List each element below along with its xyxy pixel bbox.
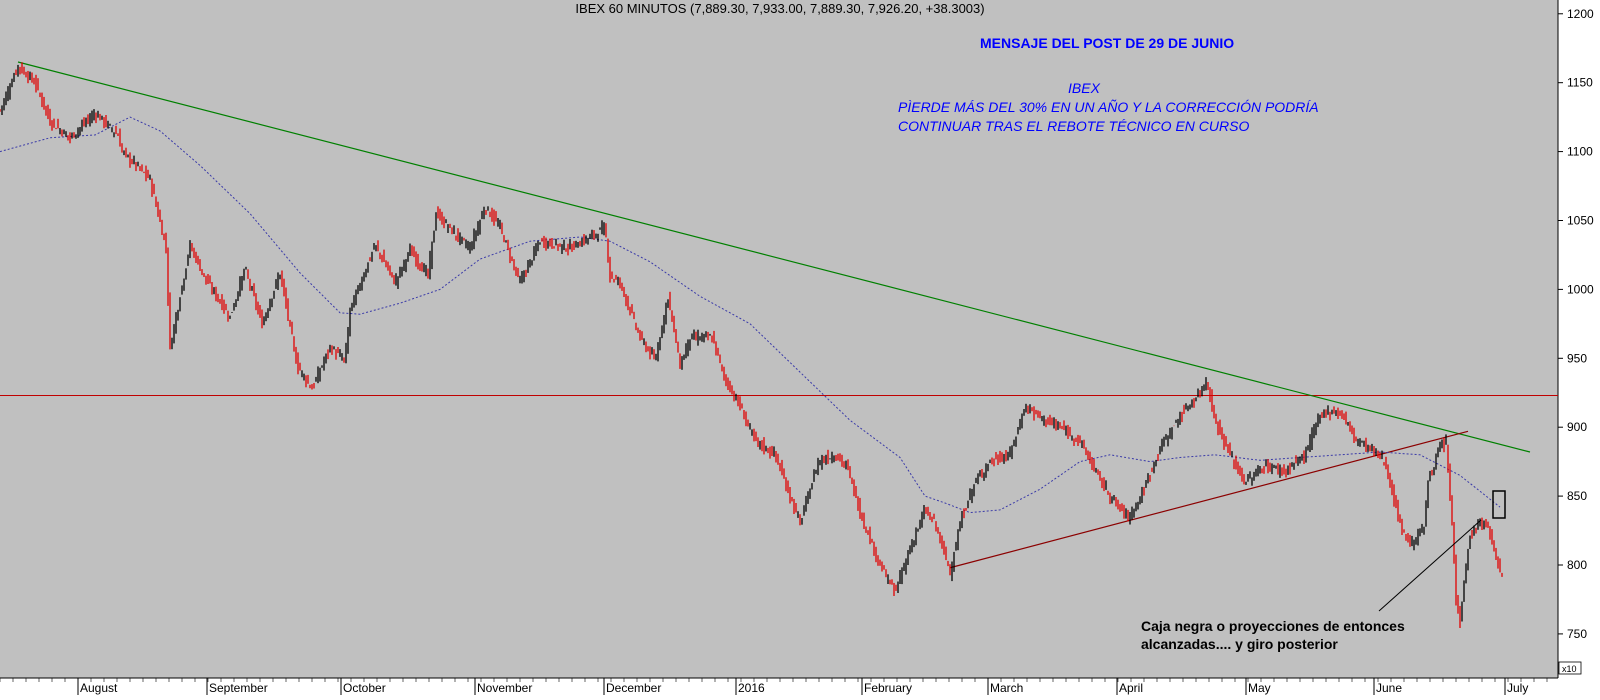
- scale-label-box: [1558, 661, 1582, 675]
- callout-line-2: alcanzadas.... y giro posterior: [1141, 636, 1338, 652]
- y-axis-ticks: 1200 1150 1100 1050 1000 950 900 850 800 750: [1558, 7, 1594, 641]
- axis-background: [1558, 0, 1600, 695]
- x-tick-label: October: [343, 681, 386, 695]
- annotation-line-1: PÌERDE MÁS DEL 30% EN UN AÑO Y LA CORREC…: [898, 99, 1319, 115]
- y-tick-label: 1100: [1567, 145, 1593, 159]
- x-tick-label: August: [80, 681, 118, 695]
- x-axis-background: [0, 679, 1558, 695]
- x-tick-label: April: [1119, 681, 1143, 695]
- moving-average: [0, 116, 1501, 514]
- downtrend-line: [17, 61, 1531, 453]
- callout-line-1: Caja negra o proyecciones de entonces: [1141, 618, 1405, 634]
- y-tick-label: 1200: [1567, 7, 1594, 21]
- plot-background: [0, 0, 1558, 678]
- x-tick-label: September: [209, 681, 268, 695]
- x-tick-label: March: [990, 681, 1023, 695]
- chart-title: IBEX 60 MINUTOS (7,889.30, 7,933.00, 7,8…: [575, 1, 984, 16]
- x-tick-label: 2016: [738, 681, 765, 695]
- callout-pointer: [1378, 519, 1482, 612]
- x-tick-label: July: [1507, 681, 1528, 695]
- y-tick-label: 1150: [1567, 76, 1593, 90]
- price-bars: [0, 62, 1503, 628]
- y-tick-label: 1000: [1567, 282, 1594, 296]
- x-tick-label: November: [477, 681, 532, 695]
- y-tick-label: 850: [1567, 489, 1587, 503]
- x-axis-ticks: August September October November December 20…: [0, 678, 1548, 695]
- y-tick-label: 800: [1567, 558, 1587, 572]
- y-tick-label: 750: [1567, 627, 1587, 641]
- projection-box: [1492, 490, 1506, 519]
- x-tick-label: June: [1376, 681, 1402, 695]
- annotation-line-2: CONTINUAR TRAS EL REBOTE TÉCNICO EN CURS…: [898, 118, 1249, 134]
- y-scale-label: x10: [1562, 664, 1577, 674]
- annotation-header: MENSAJE DEL POST DE 29 DE JUNIO: [980, 35, 1234, 51]
- moving-average-line: [0, 116, 1501, 514]
- x-tick-label: February: [864, 681, 912, 695]
- x-tick-label: December: [606, 681, 661, 695]
- y-tick-label: 1050: [1567, 213, 1594, 227]
- y-tick-label: 950: [1567, 351, 1587, 365]
- x-tick-label: May: [1248, 681, 1271, 695]
- annotation-subject: IBEX: [1068, 80, 1101, 96]
- y-tick-label: 900: [1567, 420, 1587, 434]
